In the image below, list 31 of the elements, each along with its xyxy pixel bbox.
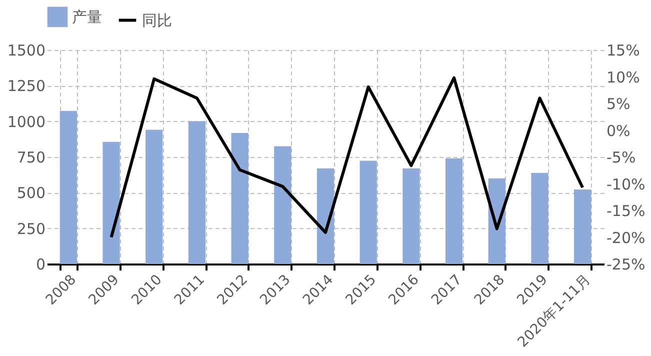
- y2-tick-label: -25%: [606, 256, 646, 274]
- bar: [231, 133, 248, 264]
- y-tick-label: 250: [16, 220, 46, 238]
- legend-label: 同比: [142, 11, 172, 30]
- y-tick-label: 0: [36, 256, 46, 274]
- bar: [402, 168, 420, 264]
- bar: [146, 130, 163, 264]
- bar: [574, 190, 592, 264]
- bar: [188, 121, 206, 264]
- y2-tick-label: 0%: [606, 122, 630, 140]
- y-tick-label: 500: [16, 184, 46, 202]
- y2-tick-label: 10%: [606, 68, 640, 86]
- bar: [102, 142, 120, 264]
- bar: [445, 158, 463, 264]
- y2-tick-label: -20%: [606, 228, 646, 247]
- bar: [360, 160, 377, 264]
- bar: [316, 168, 334, 264]
- y2-tick-label: -10%: [606, 175, 646, 194]
- legend-label: 产量: [72, 8, 102, 26]
- y-tick-label: 1250: [7, 77, 46, 96]
- bar: [531, 172, 548, 264]
- y2-tick-label: 15%: [606, 42, 640, 60]
- y2-tick-label: -15%: [606, 202, 646, 220]
- y-tick-label: 1500: [7, 42, 46, 60]
- line-series: [110, 76, 584, 239]
- y-tick-label: 750: [16, 148, 46, 166]
- bar: [274, 146, 292, 264]
- y2-tick-label: 5%: [606, 95, 630, 113]
- bar: [60, 110, 77, 264]
- y2-tick-label: -5%: [606, 148, 636, 166]
- y-tick-label: 1000: [7, 112, 46, 131]
